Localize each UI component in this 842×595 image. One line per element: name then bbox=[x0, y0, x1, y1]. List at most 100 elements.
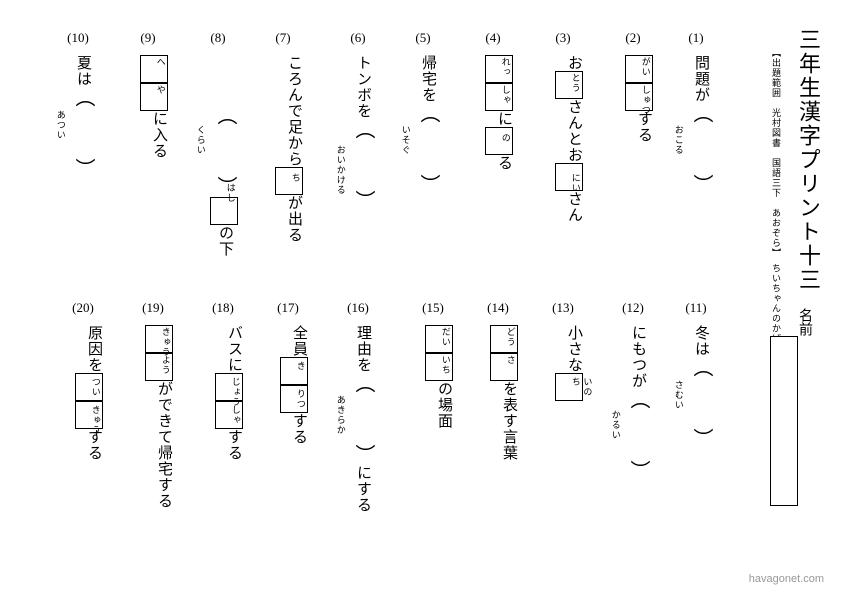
furigana: どう bbox=[504, 327, 516, 347]
question-number: (2) bbox=[613, 30, 653, 46]
furigana: かるい bbox=[609, 410, 621, 440]
question-text: お bbox=[566, 55, 582, 71]
question: の場面だいいち bbox=[425, 325, 453, 429]
question-number: (6) bbox=[338, 30, 378, 46]
furigana: や bbox=[154, 85, 166, 95]
question: を表す言葉どうさ bbox=[490, 325, 518, 461]
question-text: 全員 bbox=[291, 325, 307, 357]
worksheet-page: 三年生漢字プリント十三 【出題範囲 光村図書 国語三下 あおぞら】 ちいちゃんの… bbox=[0, 0, 842, 595]
name-label: 名前 bbox=[794, 308, 814, 336]
answer-paren[interactable]: ︵︶ bbox=[355, 119, 371, 211]
question-number: (20) bbox=[63, 300, 103, 316]
question-text: ができて帰宅する bbox=[156, 381, 172, 509]
furigana: しゃ bbox=[499, 85, 511, 105]
question: 問題が︵︶おこる bbox=[688, 55, 714, 195]
question-number: (19) bbox=[133, 300, 173, 316]
furigana: へ bbox=[154, 57, 166, 67]
question-text: を表す言葉 bbox=[501, 381, 517, 461]
furigana: つい bbox=[89, 377, 101, 397]
question-number: (18) bbox=[203, 300, 243, 316]
furigana: くらい bbox=[194, 125, 206, 155]
question-text: の下 bbox=[217, 225, 233, 257]
question-number: (17) bbox=[268, 300, 308, 316]
furigana: とう bbox=[569, 73, 581, 93]
furigana: だい bbox=[439, 327, 451, 347]
furigana: あきらか bbox=[334, 395, 346, 435]
furigana: きゅう bbox=[89, 405, 101, 435]
furigana: にい bbox=[569, 173, 581, 193]
question: ころんで足からが出るち bbox=[275, 55, 303, 243]
question-text: 理由を bbox=[355, 325, 371, 373]
furigana: の bbox=[499, 133, 511, 143]
question-text: する bbox=[636, 111, 652, 143]
question: ができて帰宅する きゅうよう bbox=[145, 325, 173, 509]
question: ︵︶の下くらいはし bbox=[210, 105, 238, 257]
question-number: (4) bbox=[473, 30, 513, 46]
question-number: (7) bbox=[263, 30, 303, 46]
furigana: いち bbox=[439, 355, 451, 375]
furigana: あつい bbox=[54, 110, 66, 140]
question: にもつが︵︶かるい bbox=[625, 325, 651, 481]
answer-paren[interactable]: ︵︶ bbox=[693, 103, 709, 195]
question-text: 夏は bbox=[75, 55, 91, 87]
furigana: きゅう bbox=[159, 327, 171, 357]
name-input-box[interactable] bbox=[770, 336, 798, 506]
question-text: バスに bbox=[226, 325, 242, 373]
question-text: に入る bbox=[151, 111, 167, 159]
watermark: havagonet.com bbox=[749, 573, 824, 585]
question-text: る bbox=[496, 155, 512, 171]
furigana: はし bbox=[224, 183, 236, 203]
question-text: 冬は bbox=[693, 325, 709, 357]
question-text: に bbox=[496, 111, 512, 127]
question-number: (13) bbox=[543, 300, 583, 316]
question: トンボを︵︶おいかける bbox=[350, 55, 376, 211]
question-number: (15) bbox=[413, 300, 453, 316]
question: バスにする じょうしゃ bbox=[215, 325, 243, 461]
answer-paren[interactable]: ︵︶ bbox=[693, 357, 709, 449]
furigana: しゃ bbox=[229, 405, 241, 425]
answer-paren[interactable]: ︵︶ bbox=[420, 103, 436, 195]
question-text: にもつが bbox=[630, 325, 646, 389]
answer-paren[interactable]: ︵︶ bbox=[630, 389, 646, 481]
question-number: (16) bbox=[338, 300, 378, 316]
question: 帰宅を︵︶いそぐ bbox=[415, 55, 441, 195]
question: 原因をするついきゅう bbox=[75, 325, 103, 461]
furigana: じょう bbox=[229, 377, 241, 407]
question-text: トンボを bbox=[355, 55, 371, 119]
question-number: (1) bbox=[676, 30, 716, 46]
question: 理由を︵︶にするあきらか bbox=[350, 325, 376, 513]
question: するがいしゅつ bbox=[625, 55, 653, 143]
question-text: にする bbox=[355, 465, 371, 513]
question-text: する bbox=[226, 429, 242, 461]
question-text: の場面 bbox=[436, 381, 452, 429]
question-number: (12) bbox=[613, 300, 653, 316]
question-text: 問題が bbox=[693, 55, 709, 103]
question-text: さん bbox=[566, 191, 582, 223]
furigana: さむい bbox=[672, 380, 684, 410]
furigana: おいかける bbox=[334, 145, 346, 195]
answer-paren[interactable]: ︵︶ bbox=[75, 87, 91, 179]
question-number: (11) bbox=[676, 300, 716, 316]
question-number: (8) bbox=[198, 30, 238, 46]
answer-paren[interactable]: ︵︶ bbox=[355, 373, 371, 465]
question: 冬は︵︶さむい bbox=[688, 325, 714, 449]
question-text: 帰宅を bbox=[420, 55, 436, 103]
question-text: 小さな bbox=[566, 325, 582, 373]
furigana: りつ bbox=[294, 389, 306, 409]
furigana: おこる bbox=[672, 125, 684, 155]
question-text: が出る bbox=[286, 195, 302, 243]
furigana: れっ bbox=[499, 57, 511, 77]
furigana: がい bbox=[639, 57, 651, 77]
question: 全員するきりつ bbox=[280, 325, 308, 445]
question-text: 原因を bbox=[86, 325, 102, 373]
question: 小さないのち bbox=[555, 325, 583, 401]
furigana: よう bbox=[159, 355, 171, 375]
question: にるれっしゃの bbox=[485, 55, 513, 171]
question: 夏は︵︶あつい bbox=[70, 55, 96, 179]
furigana: いのち bbox=[569, 377, 592, 401]
page-title: 三年生漢字プリント十三 bbox=[792, 28, 824, 292]
furigana: しゅつ bbox=[639, 85, 651, 115]
furigana: いそぐ bbox=[399, 125, 411, 155]
question-text: さんとお bbox=[566, 99, 582, 163]
furigana: さ bbox=[504, 355, 516, 365]
